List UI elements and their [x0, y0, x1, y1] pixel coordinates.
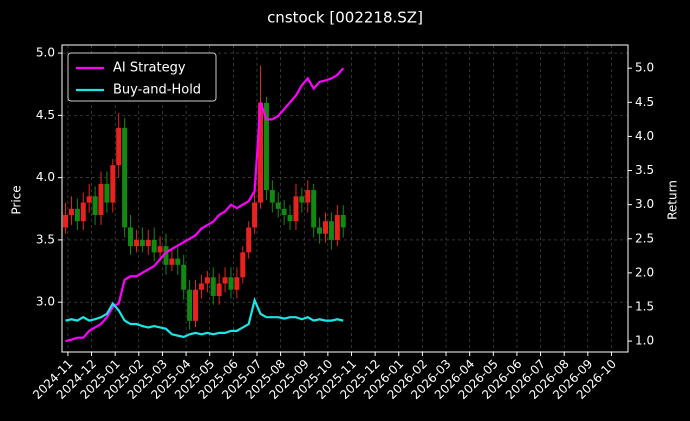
candle-body: [133, 239, 139, 247]
candle-body: [222, 277, 228, 284]
series-line: [65, 296, 344, 339]
candle-body: [128, 227, 134, 247]
candle-body: [323, 221, 329, 234]
candle-body: [317, 227, 323, 234]
candle-body: [263, 102, 269, 191]
y2-tick-label: 4.0: [635, 129, 654, 143]
candle-body: [334, 215, 340, 240]
candle-body: [228, 277, 234, 290]
candle-body: [110, 165, 116, 203]
candle-body: [157, 246, 163, 253]
candle-body: [246, 227, 252, 253]
y-tick-label: 3.0: [36, 295, 55, 309]
candle-body: [122, 127, 128, 228]
candle-body: [252, 202, 258, 228]
candle-body: [175, 258, 181, 265]
y2-tick-label: 1.0: [635, 334, 654, 348]
y-tick-label: 3.5: [36, 232, 55, 246]
candle-body: [86, 196, 92, 203]
candle-body: [68, 208, 74, 216]
candle-body: [181, 264, 187, 290]
candle-body: [328, 221, 334, 240]
candle-body: [92, 196, 98, 216]
y2-tick-label: 5.0: [635, 61, 654, 75]
candle-body: [163, 246, 169, 265]
y-tick-label: 4.0: [36, 170, 55, 184]
candle-body: [63, 215, 69, 228]
chart-title: cnstock [002218.SZ]: [267, 9, 423, 27]
candle-body: [193, 289, 199, 321]
candle-body: [198, 283, 204, 290]
series-line: [65, 67, 345, 343]
legend-label: AI Strategy: [113, 61, 186, 76]
candle-body: [216, 283, 222, 296]
y2-tick-label: 2.0: [635, 265, 654, 279]
candle-body: [116, 127, 122, 166]
y2-tick-label: 1.5: [635, 299, 654, 313]
candle-body: [169, 258, 175, 265]
candle-body: [269, 190, 275, 203]
candle-body: [151, 239, 157, 253]
legend-box: [67, 52, 217, 102]
candle-body: [145, 239, 151, 247]
candle-body: [139, 239, 145, 247]
candle-body: [80, 202, 86, 222]
y-tick-label: 4.5: [36, 108, 55, 122]
candle-body: [299, 196, 305, 203]
y-tick-label: 5.0: [36, 46, 55, 60]
candle-body: [281, 208, 287, 216]
candle-body: [74, 208, 80, 222]
plot-frame: [61, 44, 629, 353]
candle-body: [240, 252, 246, 278]
legend-label: Buy-and-Hold: [113, 83, 201, 98]
candle-body: [340, 215, 346, 228]
candle-body: [204, 277, 210, 284]
candle-body: [293, 196, 299, 222]
y2-tick-label: 3.5: [635, 163, 654, 177]
candle-body: [234, 277, 240, 290]
candle-body: [187, 289, 193, 321]
y2-tick-label: 3.0: [635, 197, 654, 211]
y2-axis-label: Return: [666, 180, 680, 220]
candle-body: [311, 190, 317, 228]
candle-body: [98, 183, 104, 216]
y2-tick-label: 4.5: [635, 95, 654, 109]
candle-body: [258, 102, 264, 203]
y2-tick-label: 2.5: [635, 231, 654, 245]
candle-body: [287, 215, 293, 222]
candle-body: [275, 202, 281, 209]
candle-body: [104, 183, 110, 203]
candle-body: [305, 190, 311, 203]
y-axis-label: Price: [10, 185, 24, 214]
candle-body: [210, 277, 216, 296]
